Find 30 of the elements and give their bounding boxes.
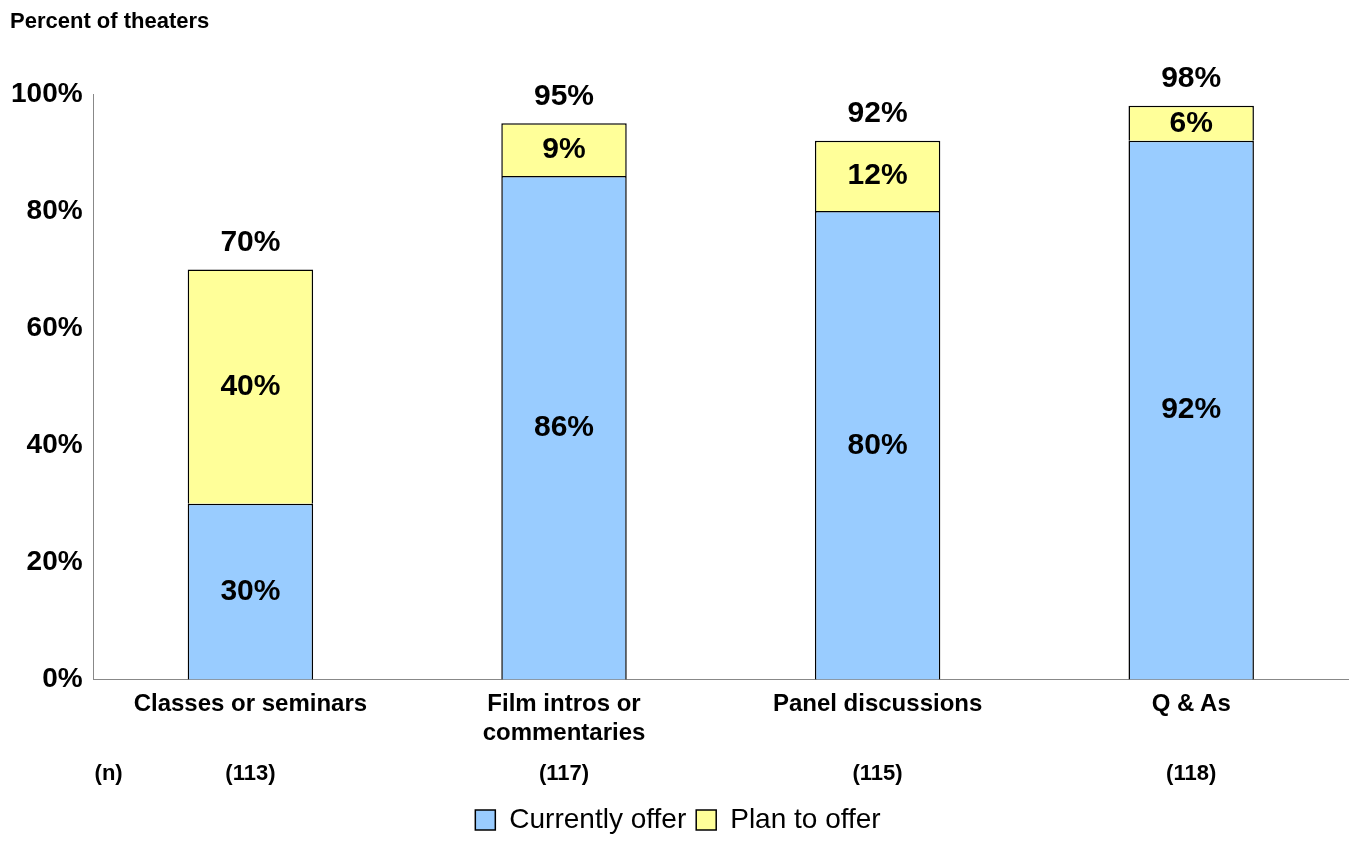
x-tick-label: Film intros or commentaries xyxy=(482,689,646,746)
total-label: 70% xyxy=(220,223,281,257)
data-label: 92% xyxy=(1161,391,1222,425)
y-tick-label: 0% xyxy=(42,662,83,694)
text: (117) xyxy=(538,760,590,786)
legend-label: Currently offer xyxy=(509,802,687,834)
data-label: 86% xyxy=(533,408,595,442)
total-label: 95% xyxy=(533,77,595,111)
y-tick-label: 60% xyxy=(26,310,83,342)
text: (118) xyxy=(1166,760,1217,786)
data-label: 40% xyxy=(220,367,281,401)
total-label: 92% xyxy=(847,95,908,129)
y-tick-label: 20% xyxy=(26,545,83,577)
total-label: 98% xyxy=(1161,59,1222,93)
y-tick-label: 100% xyxy=(10,76,83,108)
data-label: 6% xyxy=(1169,104,1213,138)
legend-label: Plan to offer xyxy=(730,802,881,834)
data-label: 30% xyxy=(220,572,281,606)
text: (115) xyxy=(852,760,903,786)
data-label: 12% xyxy=(847,157,908,191)
x-tick-label: Q & As xyxy=(1151,689,1231,717)
x-tick-label: Panel discussions xyxy=(772,689,983,717)
y-tick-label: 40% xyxy=(26,427,83,459)
y-axis-title: Percent of theaters xyxy=(10,8,211,34)
data-label: 9% xyxy=(542,130,586,164)
y-tick-label: 80% xyxy=(26,193,83,225)
data-label: 80% xyxy=(847,426,908,460)
text: (n) xyxy=(94,760,123,786)
x-tick-label: Classes or seminars xyxy=(133,689,368,717)
text: (113) xyxy=(225,760,276,786)
